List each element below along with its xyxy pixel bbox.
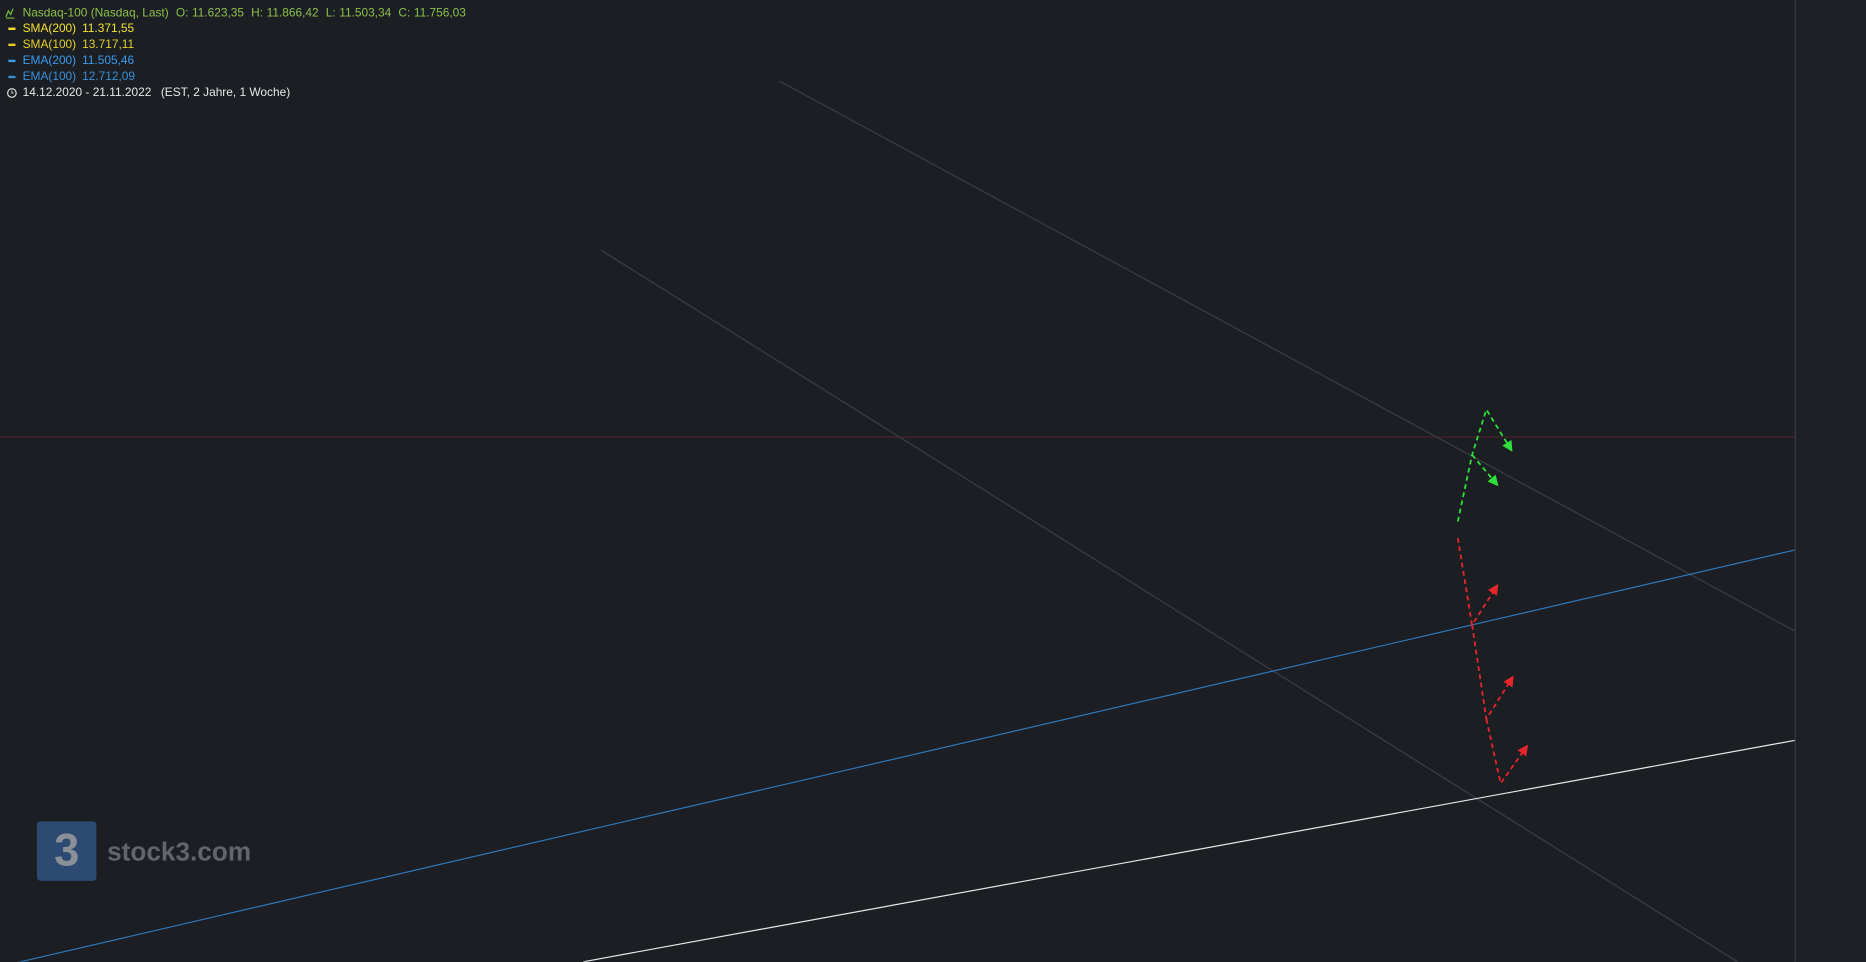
axis-panel [1794, 0, 1866, 962]
legend-row: 14.12.2020 - 21.11.2022 (EST, 2 Jahre, 1 … [23, 85, 291, 99]
logo: 3 [54, 824, 79, 875]
legend-text: 11.371,55 [82, 21, 134, 35]
legend-text: 11.623,35 [192, 5, 244, 19]
legend-text: 11.505,46 [82, 53, 134, 67]
clock-icon [7, 88, 17, 98]
legend-row: EMA(100) 12.712,09 [23, 69, 136, 83]
legend-text: 11.866,42 [267, 5, 319, 19]
trend-line [600, 249, 1738, 962]
legend-row: SMA(100) 13.717,11 [23, 37, 135, 51]
legend-text: EMA(100) [23, 69, 77, 83]
arrow-up [1456, 407, 1513, 522]
legend-text: O: [176, 5, 189, 19]
legend: Nasdaq-100 (Nasdaq, Last) O: 11.623,35 H: 11… [5, 5, 467, 99]
arrow-up [1471, 454, 1499, 487]
legend-text: EMA(200) [23, 53, 77, 67]
projection-arrows [1456, 407, 1529, 786]
legend-text: SMA(200) [23, 21, 77, 35]
drawings [0, 80, 1795, 962]
clock-hand [11, 90, 14, 94]
legend-row: Nasdaq-100 (Nasdaq, Last) O: 11.623,35 H: 11… [23, 5, 467, 19]
trend-line [17, 549, 1795, 962]
watermark-text: stock3.com [107, 836, 251, 866]
legend-text: 11.503,34 [339, 5, 391, 19]
trend-line [779, 80, 1795, 632]
legend-text: 14.12.2020 - 21.11.2022 [23, 85, 152, 99]
legend-text: C: [398, 5, 410, 19]
trend-line [583, 739, 1795, 962]
legend-text: SMA(100) [23, 37, 77, 51]
legend-row: EMA(200) 11.505,46 [23, 53, 135, 67]
legend-text: L: [326, 5, 336, 19]
legend-text: 13.717,11 [82, 37, 134, 51]
legend-row: SMA(200) 11.371,55 [23, 21, 135, 35]
watermark: 3 stock3.com [36, 821, 251, 881]
legend-text: 11.756,03 [414, 5, 466, 19]
legend-icon [5, 8, 15, 19]
legend-text: Nasdaq-100 (Nasdaq, Last) [23, 5, 169, 19]
legend-text: (EST, 2 Jahre, 1 Woche) [161, 85, 290, 99]
arrow-down [1485, 718, 1529, 786]
logo-box [36, 821, 97, 881]
legend-text: H: [251, 5, 263, 19]
legend-text: 12.712,09 [82, 69, 135, 83]
